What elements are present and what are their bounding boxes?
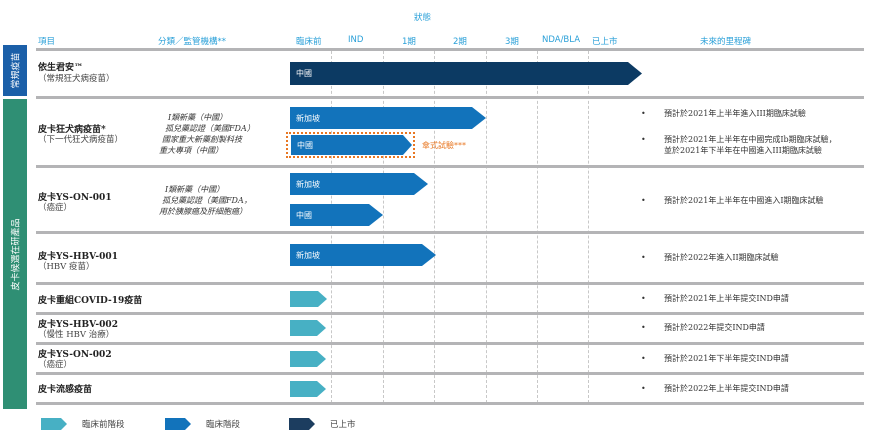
row-divider — [36, 165, 864, 168]
column-header-milestones: 未來的里程碑 — [700, 37, 752, 47]
legend-swatch-clinical — [165, 418, 191, 430]
legend-label-clinical: 臨床階段 — [206, 420, 241, 430]
product-name: 皮卡流感疫苗 — [38, 385, 93, 395]
stage-header-preclinical: 臨床前 — [296, 37, 322, 47]
gridline-phase2 — [434, 51, 435, 403]
gridline-phase3 — [486, 51, 487, 403]
column-header-classification: 分類／監管機構** — [158, 37, 227, 47]
product-subtitle: （慢性 HBV 治療） — [38, 330, 115, 340]
gridline-marketed — [588, 51, 589, 403]
gridline-ind — [331, 51, 332, 403]
stage-bar-preclinical — [290, 320, 326, 336]
classification-line: 用於胰腺癌及肝細胞癌） — [159, 207, 247, 216]
stage-bar-preclinical — [290, 291, 327, 307]
stage-bar-preclinical — [290, 381, 326, 397]
stage-bar-china: 中國 — [291, 135, 412, 155]
row-divider — [36, 312, 864, 315]
row-divider — [36, 372, 864, 375]
milestone-text: 預計於2021年下半年提交IND申請 — [664, 354, 789, 363]
row-divider — [36, 282, 864, 285]
milestone-text: 預計於2021年上半年提交IND申請 — [664, 294, 789, 303]
row-divider — [36, 48, 864, 51]
stage-header-phase1: 1期 — [402, 37, 416, 47]
product-name: 皮卡狂犬病疫苗* — [38, 125, 106, 135]
milestone-text: 預計於2022年上半年提交IND申請 — [664, 384, 789, 393]
side-label-pipeline: 皮卡候選在研產品 — [3, 99, 27, 409]
stage-header-marketed: 已上市 — [592, 37, 618, 47]
stage-bar-singapore: 新加坡 — [290, 107, 486, 129]
milestone-text: 預計於2022年提交IND申請 — [664, 323, 765, 332]
product-subtitle: （常規狂犬病疫苗） — [38, 74, 115, 84]
milestone-text: 預計於2022年進入II期臨床試驗 — [664, 253, 779, 262]
milestone-text: 預計於2021年上半年在中國進入I期臨床試驗 — [664, 196, 824, 205]
stage-header-nda-bla: NDA/BLA — [542, 35, 581, 45]
classification-line: I類新藥（中國） — [165, 185, 225, 194]
product-subtitle: （癌症） — [38, 360, 73, 370]
stage-bar-singapore: 新加坡 — [290, 173, 428, 195]
product-name: 皮卡重組COVID-19疫苗 — [38, 296, 143, 306]
legend-label-preclinical: 臨床前階段 — [82, 420, 125, 430]
product-name: 皮卡YS-ON-001 — [38, 193, 112, 203]
bullet-icon: • — [641, 253, 646, 262]
stage-header-phase2: 2期 — [453, 37, 467, 47]
product-subtitle: （癌症） — [38, 203, 73, 213]
row-divider — [36, 231, 864, 234]
product-name: 依生君安™ — [38, 63, 84, 73]
stage-bar-china: 中國 — [290, 62, 642, 85]
product-name: 皮卡YS-HBV-002 — [38, 320, 118, 330]
product-name: 皮卡YS-HBV-001 — [38, 252, 118, 262]
product-name: 皮卡YS-ON-002 — [38, 350, 112, 360]
legend-swatch-preclinical — [41, 418, 67, 430]
classification-line: 孤兒藥認證（美國FDA， — [162, 196, 252, 205]
stage-header-phase3: 3期 — [505, 37, 519, 47]
milestone-text: 並於2021年下半年在中國進入III期臨床試驗 — [664, 146, 822, 155]
classification-line: 重大專項（中國） — [159, 146, 223, 155]
legend-label-marketed: 已上市 — [330, 420, 356, 430]
stage-header-ind: IND — [348, 35, 364, 45]
legend-swatch-marketed — [289, 418, 315, 430]
stage-bar-china: 中國 — [290, 204, 383, 226]
bullet-icon: • — [641, 323, 646, 332]
bullet-icon: • — [641, 109, 646, 118]
bullet-icon: • — [641, 135, 646, 144]
classification-line: 孤兒藥認證（美國FDA） — [165, 124, 255, 133]
product-subtitle: （下一代狂犬病疫苗） — [38, 135, 124, 145]
bullet-icon: • — [641, 294, 646, 303]
milestone-text: 預計於2021年上半年在中國完成Ib期臨床試驗， — [664, 135, 837, 144]
bullet-icon: • — [641, 196, 646, 205]
stage-bar-singapore: 新加坡 — [290, 244, 436, 266]
product-subtitle: （HBV 疫苗） — [38, 262, 95, 272]
umbrella-trial-highlight — [286, 132, 415, 158]
side-label-conventional: 常規疫苗 — [3, 45, 27, 96]
gridline-phase1 — [383, 51, 384, 403]
column-header-project: 項目 — [38, 37, 56, 47]
status-title: 狀態 — [414, 13, 432, 23]
row-divider — [36, 96, 864, 99]
bullet-icon: • — [641, 354, 646, 363]
gridline-nda-bla — [537, 51, 538, 403]
milestone-text: 預計於2021年上半年進入III期臨床試驗 — [664, 109, 806, 118]
umbrella-trial-note: 傘式試驗*** — [422, 141, 466, 150]
row-divider — [36, 342, 864, 345]
bullet-icon: • — [641, 384, 646, 393]
classification-line: I類新藥（中國） — [168, 113, 228, 122]
stage-bar-preclinical — [290, 351, 326, 367]
row-divider — [36, 402, 864, 405]
classification-line: 國家重大新藥創製科技 — [162, 135, 242, 144]
